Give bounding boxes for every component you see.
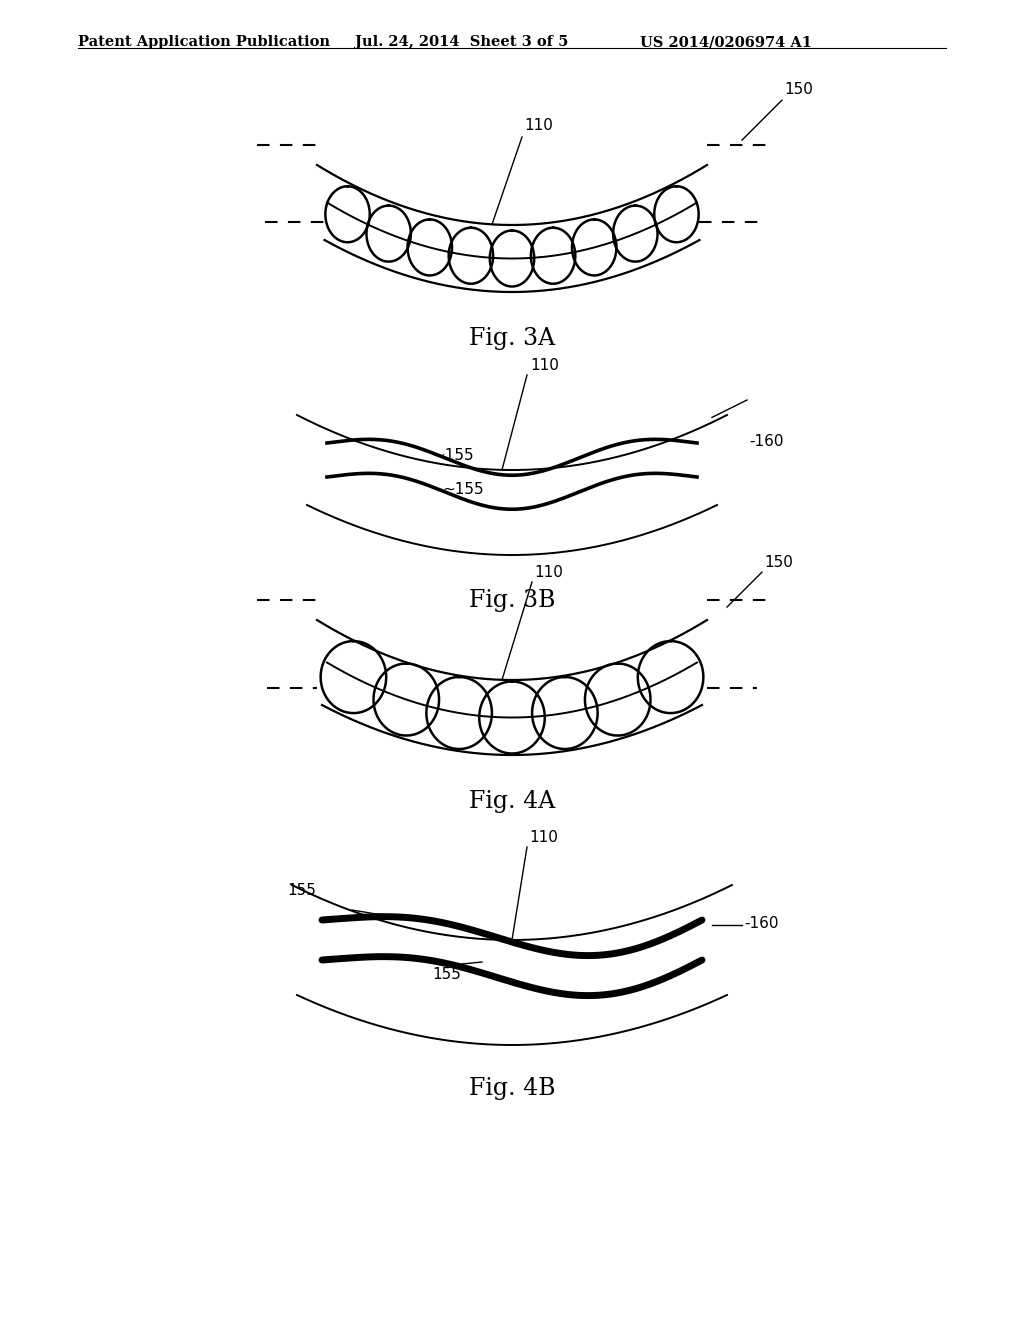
Text: -160: -160: [744, 916, 778, 932]
Text: Fig. 3A: Fig. 3A: [469, 327, 555, 350]
Text: -160: -160: [749, 433, 783, 449]
Text: 150: 150: [764, 556, 793, 570]
Text: Fig. 4B: Fig. 4B: [469, 1077, 555, 1100]
Text: Patent Application Publication: Patent Application Publication: [78, 36, 330, 49]
Text: Fig. 3B: Fig. 3B: [469, 589, 555, 612]
Text: 155: 155: [432, 968, 461, 982]
Text: Jul. 24, 2014  Sheet 3 of 5: Jul. 24, 2014 Sheet 3 of 5: [355, 36, 568, 49]
Text: ~155: ~155: [432, 447, 474, 462]
Text: 155: 155: [287, 883, 315, 898]
Text: 150: 150: [784, 82, 813, 98]
Text: ~155: ~155: [442, 482, 483, 496]
Text: US 2014/0206974 A1: US 2014/0206974 A1: [640, 36, 812, 49]
Text: Fig. 4A: Fig. 4A: [469, 789, 555, 813]
Text: 110: 110: [530, 358, 559, 374]
Text: 110: 110: [529, 830, 558, 845]
Text: 110: 110: [524, 117, 553, 133]
Text: 110: 110: [534, 565, 563, 579]
